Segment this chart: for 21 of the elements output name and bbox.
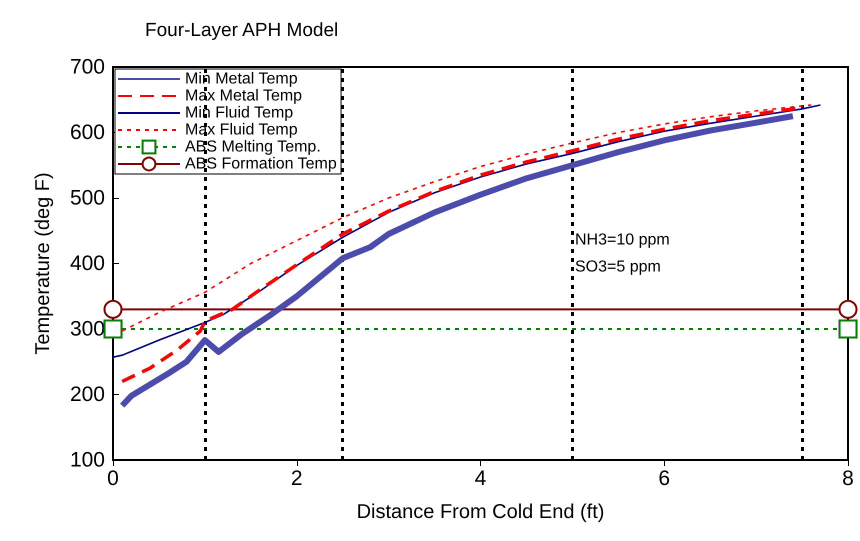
y-tick-label: 300 <box>70 318 105 340</box>
annotation: SO3=5 ppm <box>575 258 661 276</box>
x-tick-label: 0 <box>107 467 119 490</box>
legend-label: Min Metal Temp <box>185 70 298 88</box>
y-tick-label: 600 <box>70 121 105 144</box>
chart-title: Four-Layer APH Model <box>145 20 338 41</box>
annotation: NH3=10 ppm <box>575 232 670 248</box>
x-axis-title: Distance From Cold End (ft) <box>356 501 604 523</box>
y-tick-label: 100 <box>70 448 105 472</box>
legend-label: Min Fluid Temp <box>185 104 294 122</box>
x-tick-label: 8 <box>842 467 854 490</box>
legend-label: ABS Melting Temp. <box>185 138 321 156</box>
x-tick-label: 6 <box>658 467 670 490</box>
y-tick-label: 200 <box>70 383 105 406</box>
y-axis-title: Temperature (deg F) <box>32 172 54 355</box>
legend-label: ABS Formation Temp <box>185 156 337 172</box>
x-tick-label: 2 <box>290 467 303 490</box>
y-tick-label: 500 <box>70 186 105 210</box>
y-tick-label: 400 <box>70 252 105 275</box>
y-tick-label: 700 <box>70 56 105 78</box>
x-tick-label: 4 <box>474 467 487 490</box>
